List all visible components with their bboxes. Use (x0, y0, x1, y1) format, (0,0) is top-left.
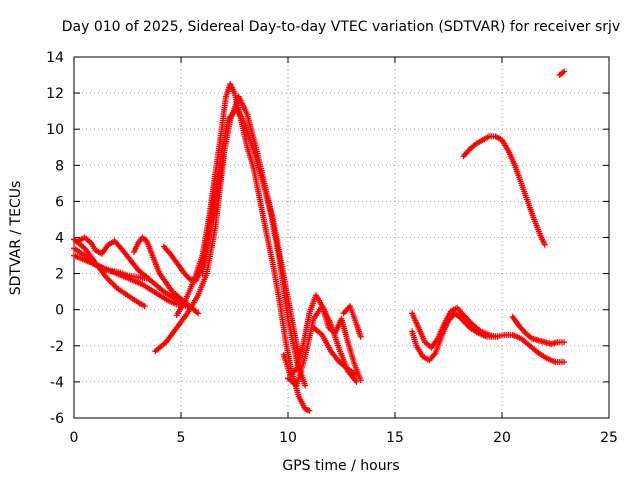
data-point (541, 241, 548, 248)
x-tick-label: 15 (386, 430, 404, 446)
y-tick-label: 8 (55, 158, 64, 174)
series-sat-m (310, 324, 360, 378)
x-tick-label: 25 (600, 430, 618, 446)
y-tick-label: 2 (55, 267, 64, 283)
data-point (357, 377, 364, 384)
series-sat-q (509, 313, 568, 347)
y-tick-label: 10 (46, 122, 64, 138)
data-point (357, 333, 364, 340)
data-point (306, 407, 313, 414)
y-tick-label: -2 (50, 339, 64, 355)
data-series (71, 68, 568, 414)
axis-ticks: 0 5 10 15 20 25 -6 -4 -2 0 2 4 6 8 10 12 14 (46, 50, 618, 446)
y-axis-label: SDTVAR / TECUs (8, 181, 24, 296)
data-point (195, 310, 202, 317)
series-sat-s (556, 68, 568, 79)
y-tick-label: 12 (46, 86, 64, 102)
series-sat-j (210, 93, 302, 358)
data-point (353, 378, 360, 385)
series-sat-c (71, 252, 189, 310)
data-point (141, 303, 148, 310)
chart-title: Day 010 of 2025, Sidereal Day-to-day VTE… (62, 19, 620, 35)
y-tick-label: 14 (46, 50, 64, 66)
series-sat-b (71, 245, 152, 283)
y-tick-label: -4 (50, 375, 64, 391)
series-sat-l (285, 303, 360, 389)
data-point (353, 371, 360, 378)
series-sat-p (409, 304, 501, 351)
y-tick-label: 4 (55, 231, 64, 247)
series-sat-h (173, 81, 313, 414)
x-tick-label: 5 (177, 430, 186, 446)
y-tick-label: 6 (55, 194, 64, 210)
y-tick-label: 0 (55, 303, 64, 319)
x-tick-label: 0 (70, 430, 79, 446)
series-sat-f (152, 153, 227, 355)
data-point (302, 382, 309, 389)
series-sat-d (75, 234, 191, 310)
series-sat-n (340, 303, 364, 340)
data-point (561, 339, 568, 346)
series-sat-r (460, 133, 548, 248)
data-point (561, 68, 568, 75)
x-axis-label: GPS time / hours (282, 458, 399, 474)
x-tick-label: 20 (493, 430, 511, 446)
data-point (494, 333, 501, 340)
data-point (561, 359, 568, 366)
y-tick-label: -6 (50, 411, 64, 427)
x-tick-label: 10 (279, 430, 297, 446)
series-sat-o (409, 310, 568, 366)
